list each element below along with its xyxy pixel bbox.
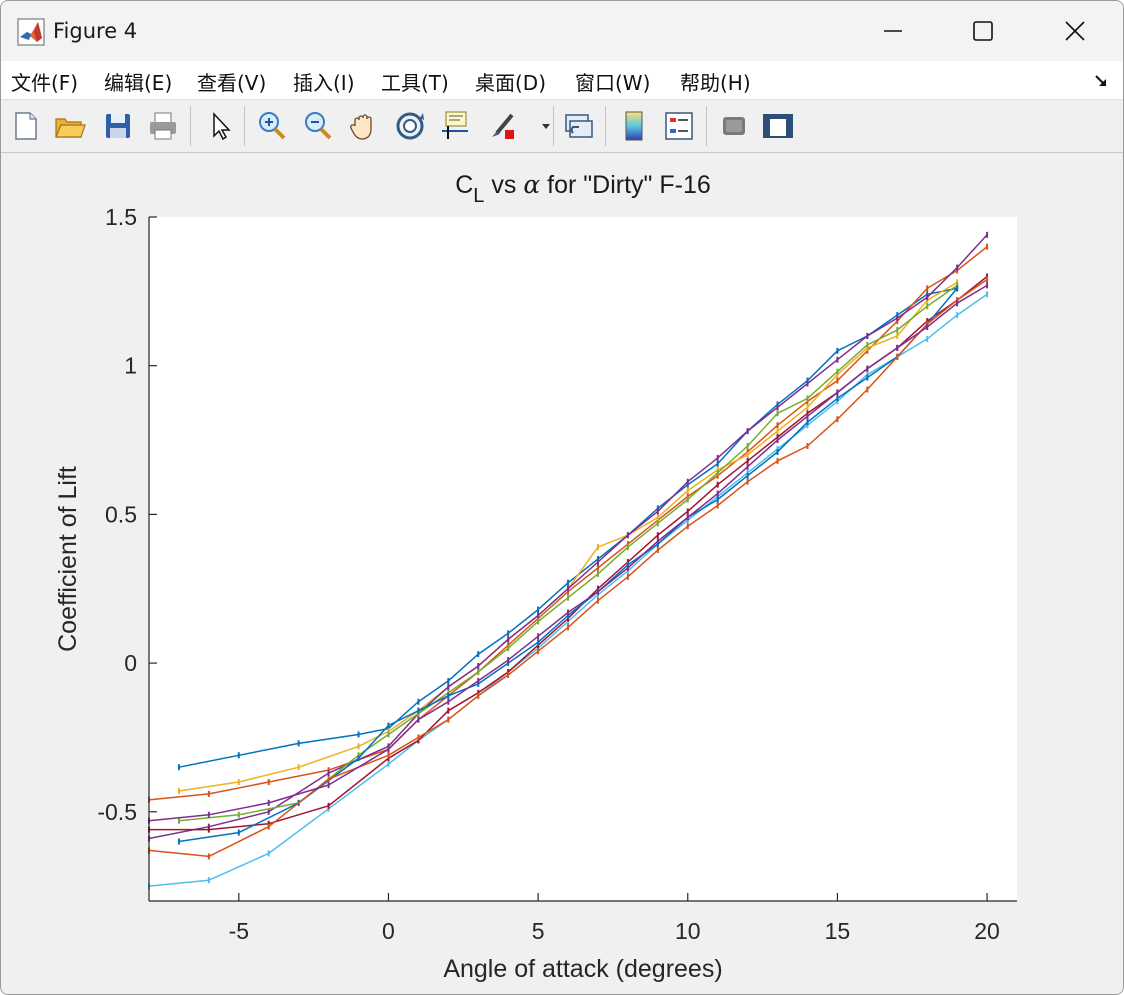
- window-title: Figure 4: [53, 19, 138, 43]
- menu-bar: 文件(F) 编辑(E) 查看(V) 插入(I) 工具(T) 桌面(D) 窗口(W…: [1, 61, 1123, 100]
- close-icon: [1065, 21, 1085, 41]
- figure-toolbar: [1, 100, 1123, 153]
- menu-edit[interactable]: 编辑(E): [104, 71, 173, 95]
- zoom-in-button[interactable]: [255, 109, 289, 143]
- hide-plot-tools-button[interactable]: [717, 109, 751, 143]
- chart-title-tail: for "Dirty" F-16: [540, 171, 711, 199]
- minimize-button[interactable]: [847, 1, 939, 61]
- series-10: [148, 282, 989, 824]
- dock-arrow-icon[interactable]: [1093, 73, 1109, 89]
- figure-canvas[interactable]: -5 0 5 10 15 20 -0.5 0 0.5 1 1.5 CL vs α for "Dir…: [1, 153, 1123, 994]
- new-figure-icon: [15, 112, 37, 140]
- line-chart: -5 0 5 10 15 20 -0.5 0 0.5 1 1.5 CL vs α for "Dir…: [54, 170, 1017, 983]
- chart-title-subscript: L: [473, 185, 484, 207]
- toolbar-separator: [605, 106, 606, 146]
- axes-layer: [148, 216, 1017, 902]
- open-file-icon: [55, 118, 86, 138]
- series-line: [178, 281, 958, 792]
- series-line: [178, 287, 958, 768]
- y-tick-label: 0.5: [105, 501, 137, 527]
- pan-hand-icon: [350, 114, 372, 140]
- new-figure-button[interactable]: [9, 109, 43, 143]
- series-layer: [148, 231, 989, 890]
- save-icon: [106, 114, 130, 138]
- toolbar-separator: [553, 106, 554, 146]
- title-bar[interactable]: Figure 4: [1, 1, 1123, 61]
- show-plot-tools-icon: [763, 114, 793, 138]
- link-plot-button[interactable]: [562, 109, 596, 143]
- edit-plot-button[interactable]: [204, 109, 238, 143]
- caret-down-icon: [542, 124, 550, 129]
- toolbar-separator: [706, 106, 707, 146]
- y-axis-label: Coefficient of Lift: [54, 466, 82, 652]
- y-tick-label: 1.5: [105, 204, 137, 230]
- data-cursor-button[interactable]: [438, 109, 472, 143]
- open-file-button[interactable]: [53, 109, 87, 143]
- close-button[interactable]: [1029, 1, 1121, 61]
- y-tick-label: 0: [124, 650, 137, 676]
- toolbar-separator: [190, 106, 191, 146]
- series-line: [178, 284, 958, 822]
- menu-view[interactable]: 查看(V): [197, 71, 267, 95]
- rotate-3d-button[interactable]: [393, 109, 427, 143]
- colorbar-icon: [625, 111, 643, 141]
- link-plot-icon: [565, 114, 593, 138]
- menu-insert[interactable]: 插入(I): [293, 71, 355, 95]
- matlab-logo-icon: [17, 18, 45, 46]
- legend-button[interactable]: [662, 109, 696, 143]
- maximize-icon: [973, 21, 993, 41]
- minimize-icon: [884, 30, 902, 32]
- chart-title-vs: vs: [484, 171, 523, 199]
- maximize-button[interactable]: [937, 1, 1029, 61]
- series-line: [178, 287, 958, 843]
- menu-window[interactable]: 窗口(W): [575, 71, 651, 95]
- series-8: [177, 285, 959, 845]
- toolbar-separator: [244, 106, 245, 146]
- show-plot-tools-button[interactable]: [761, 109, 795, 143]
- x-axis-label: Angle of attack (degrees): [443, 955, 722, 983]
- print-icon: [150, 112, 176, 140]
- hide-plot-tools-icon: [723, 117, 745, 135]
- plot-area: [149, 217, 1017, 901]
- brush-icon: [492, 113, 514, 139]
- colorbar-button[interactable]: [617, 109, 651, 143]
- chart-title: CL vs α for "Dirty" F-16: [455, 170, 711, 207]
- x-tick-label: 0: [382, 918, 395, 944]
- y-tick-label: 1: [124, 353, 137, 379]
- print-button[interactable]: [146, 109, 180, 143]
- x-tick-label: 5: [532, 918, 545, 944]
- x-tick-label: 20: [974, 918, 1000, 944]
- rotate-3d-icon: [396, 112, 424, 140]
- x-tick-label: 15: [825, 918, 851, 944]
- brush-button[interactable]: [487, 109, 521, 143]
- chart-title-alpha: α: [523, 170, 540, 199]
- menu-help[interactable]: 帮助(H): [680, 71, 751, 95]
- chart-title-main: C: [455, 171, 473, 199]
- brush-dropdown-button[interactable]: [529, 109, 550, 143]
- zoom-out-button[interactable]: [301, 109, 335, 143]
- x-tick-labels: -5 0 5 10 15 20: [229, 918, 1000, 944]
- pan-button[interactable]: [347, 109, 381, 143]
- x-tick-label: 10: [675, 918, 701, 944]
- menu-tools[interactable]: 工具(T): [381, 71, 449, 95]
- data-cursor-icon: [442, 111, 468, 139]
- save-button[interactable]: [101, 109, 135, 143]
- menu-desktop[interactable]: 桌面(D): [475, 71, 547, 95]
- y-tick-labels: -0.5 0 0.5 1 1.5: [97, 204, 137, 825]
- pointer-icon: [213, 112, 231, 141]
- zoom-out-icon: [305, 112, 332, 140]
- x-tick-label: -5: [229, 918, 249, 944]
- zoom-in-icon: [259, 112, 286, 140]
- y-tick-label: -0.5: [97, 799, 137, 825]
- menu-file[interactable]: 文件(F): [11, 71, 79, 95]
- legend-icon: [665, 112, 693, 140]
